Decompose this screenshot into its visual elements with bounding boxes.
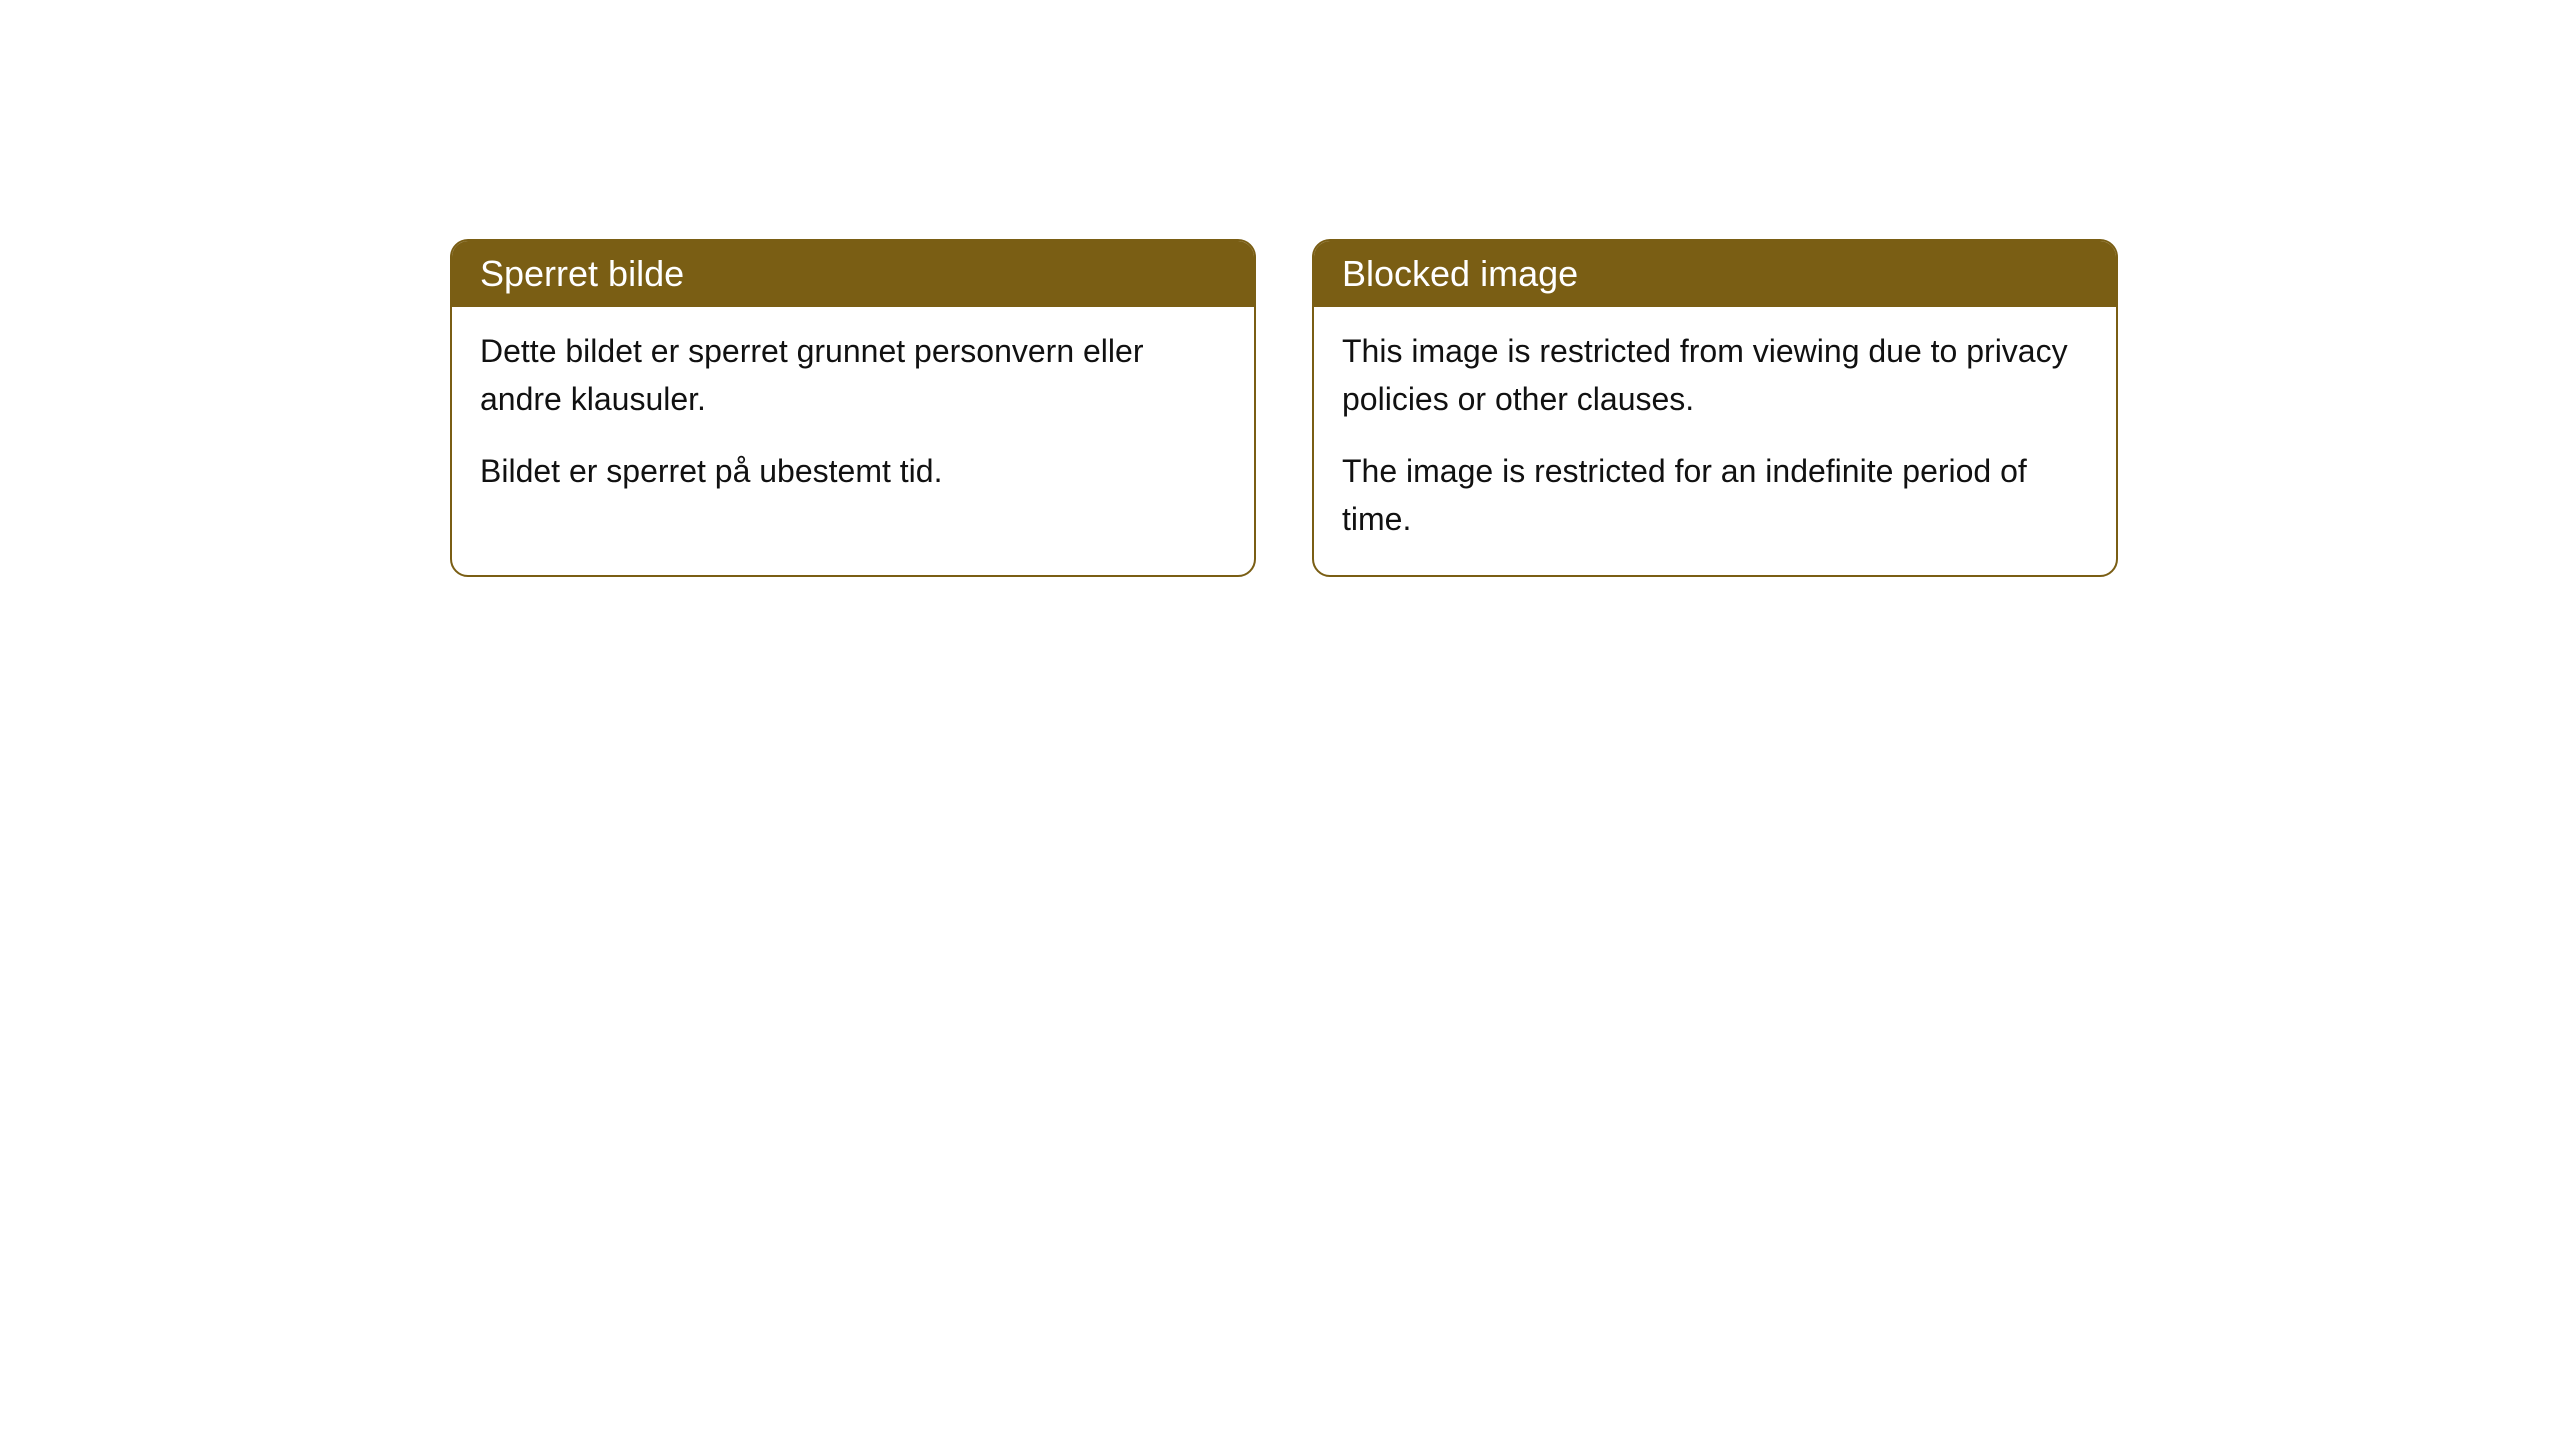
notice-paragraph: Dette bildet er sperret grunnet personve… [480,327,1226,423]
notice-card-norwegian: Sperret bilde Dette bildet er sperret gr… [450,239,1256,577]
notice-title: Sperret bilde [480,253,684,294]
notice-card-english: Blocked image This image is restricted f… [1312,239,2118,577]
notice-header-norwegian: Sperret bilde [452,241,1254,307]
notice-title: Blocked image [1342,253,1578,294]
notice-body-english: This image is restricted from viewing du… [1314,307,2116,575]
notice-paragraph: This image is restricted from viewing du… [1342,327,2088,423]
notice-header-english: Blocked image [1314,241,2116,307]
notice-body-norwegian: Dette bildet er sperret grunnet personve… [452,307,1254,527]
notice-paragraph: Bildet er sperret på ubestemt tid. [480,447,1226,495]
notice-container: Sperret bilde Dette bildet er sperret gr… [450,239,2118,577]
notice-paragraph: The image is restricted for an indefinit… [1342,447,2088,543]
